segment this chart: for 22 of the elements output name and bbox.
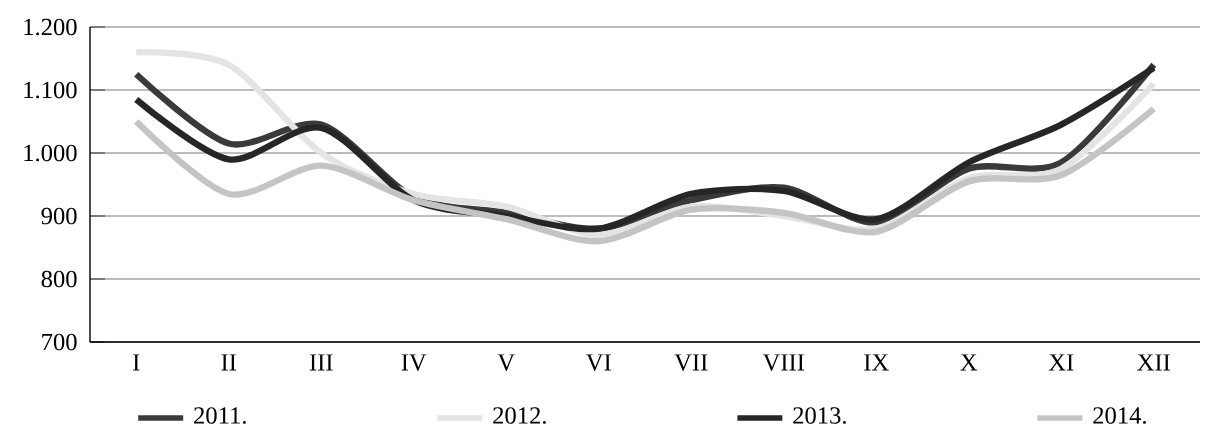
y-tick-label: 700	[42, 333, 77, 351]
y-tick-label: 800	[41, 270, 77, 288]
legend-label: 2013.	[793, 407, 846, 424]
x-tick-label: III	[309, 354, 333, 371]
x-tick-label: IX	[864, 354, 889, 371]
x-tick-label: VII	[674, 354, 708, 371]
x-tick-label: IV	[401, 354, 427, 371]
legend-label: 2012.	[493, 407, 546, 424]
y-tick-label: 1.100	[24, 81, 77, 99]
x-tick-label: VI	[586, 354, 611, 371]
y-tick-label: 1.000	[24, 144, 77, 162]
x-tick-label: VIII	[762, 354, 805, 371]
x-tick-label: X	[960, 354, 978, 371]
x-tick-label: II	[221, 354, 237, 371]
legend-label: 2011.	[194, 407, 246, 424]
x-tick-label: XI	[1048, 354, 1074, 371]
y-tick-label: 900	[41, 207, 77, 225]
legend-label: 2014.	[1093, 407, 1146, 424]
y-tick-label: 1.200	[24, 18, 77, 36]
x-tick-label: I	[133, 354, 140, 371]
x-tick-label: V	[497, 354, 515, 371]
x-tick-label: XII	[1137, 354, 1170, 371]
